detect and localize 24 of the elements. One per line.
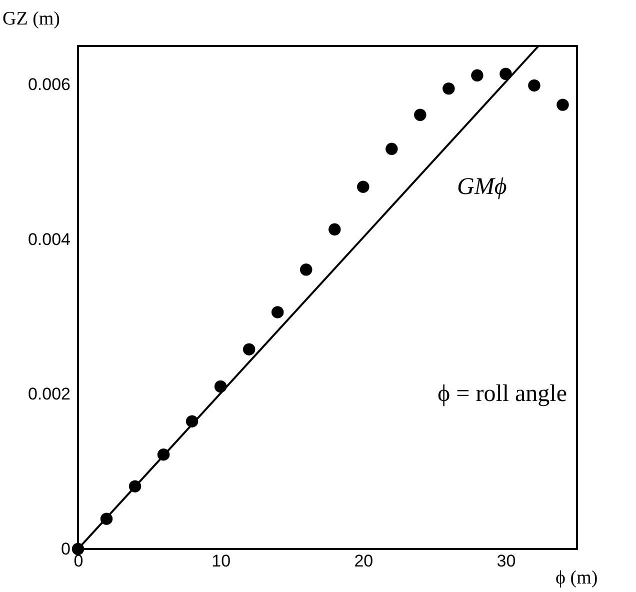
point <box>500 68 512 80</box>
point <box>442 82 455 95</box>
x-tick-label: 10 <box>212 552 231 570</box>
x-tick-label: 20 <box>354 552 374 570</box>
point <box>528 79 540 92</box>
point <box>556 98 569 111</box>
point <box>414 108 426 121</box>
point <box>242 343 256 356</box>
point <box>357 180 370 193</box>
point <box>300 264 312 276</box>
y-tick-label: 0.002 <box>28 384 70 404</box>
point <box>328 223 341 236</box>
point <box>386 142 398 156</box>
y-tick-label: 0.006 <box>28 75 70 94</box>
annotation: GMϕ <box>457 174 507 200</box>
x-tick-label: 30 <box>496 552 516 570</box>
x-tick-label: 0 <box>74 552 84 570</box>
x-axis-title: ϕ (m) <box>556 568 598 588</box>
point <box>471 69 484 82</box>
y-tick-label: 0 <box>61 540 70 558</box>
point <box>271 306 284 318</box>
annotation: ϕ = roll angle <box>438 381 567 407</box>
y-tick-label: 0.004 <box>28 230 70 249</box>
y-axis-title: GZ (m) <box>2 8 60 30</box>
